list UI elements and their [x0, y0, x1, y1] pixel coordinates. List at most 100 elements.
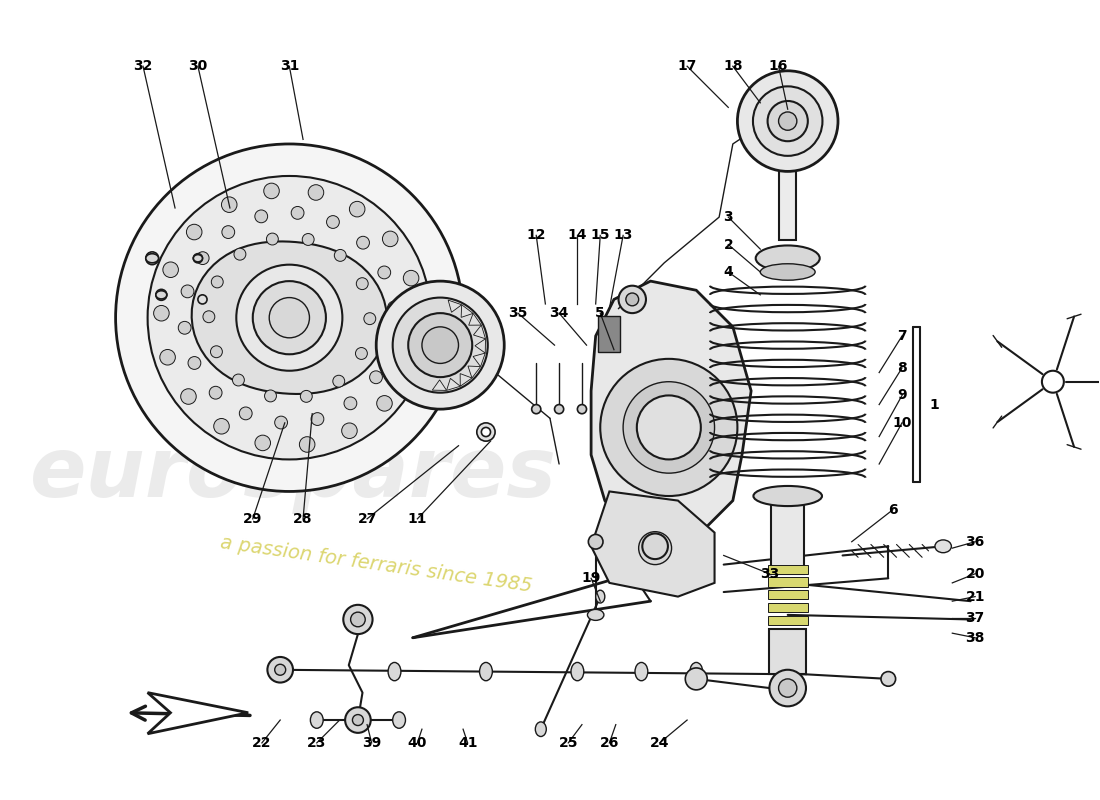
- Text: 23: 23: [307, 736, 327, 750]
- Ellipse shape: [690, 662, 703, 681]
- Text: 26: 26: [600, 736, 619, 750]
- Circle shape: [345, 707, 371, 733]
- Text: 30: 30: [188, 59, 208, 74]
- Polygon shape: [771, 503, 804, 574]
- Polygon shape: [191, 242, 387, 394]
- Circle shape: [578, 405, 586, 414]
- Circle shape: [623, 382, 715, 473]
- Circle shape: [236, 265, 342, 370]
- Text: 17: 17: [678, 59, 696, 74]
- Circle shape: [265, 390, 276, 402]
- Polygon shape: [461, 305, 473, 318]
- Polygon shape: [468, 366, 481, 378]
- Polygon shape: [598, 316, 620, 353]
- Circle shape: [779, 679, 796, 697]
- Ellipse shape: [480, 662, 493, 681]
- Circle shape: [154, 306, 169, 321]
- Circle shape: [737, 71, 838, 171]
- Text: 15: 15: [591, 229, 611, 242]
- Ellipse shape: [587, 610, 604, 620]
- Circle shape: [160, 350, 175, 365]
- Circle shape: [194, 254, 202, 263]
- Circle shape: [352, 714, 363, 726]
- Text: 7: 7: [898, 329, 906, 343]
- Ellipse shape: [571, 662, 584, 681]
- Circle shape: [618, 286, 646, 313]
- Text: 33: 33: [760, 566, 779, 581]
- Polygon shape: [768, 616, 807, 625]
- Circle shape: [1042, 370, 1064, 393]
- Text: 20: 20: [966, 566, 984, 581]
- Circle shape: [186, 224, 202, 240]
- Circle shape: [642, 534, 668, 559]
- Ellipse shape: [156, 290, 167, 299]
- Ellipse shape: [596, 590, 605, 603]
- Polygon shape: [469, 314, 482, 326]
- Polygon shape: [460, 374, 472, 386]
- Circle shape: [302, 234, 315, 246]
- Polygon shape: [473, 325, 485, 338]
- Polygon shape: [768, 603, 807, 612]
- Circle shape: [202, 310, 215, 322]
- Circle shape: [311, 413, 323, 426]
- Circle shape: [376, 395, 393, 411]
- Polygon shape: [591, 491, 715, 597]
- Text: 8: 8: [898, 361, 906, 375]
- Circle shape: [404, 270, 419, 286]
- Text: 29: 29: [243, 512, 263, 526]
- Text: a passion for ferraris since 1985: a passion for ferraris since 1985: [219, 534, 534, 596]
- Circle shape: [476, 423, 495, 441]
- Circle shape: [253, 281, 326, 354]
- Circle shape: [292, 206, 304, 219]
- Text: 2: 2: [724, 238, 733, 251]
- Circle shape: [796, 78, 806, 86]
- Text: 5: 5: [595, 306, 605, 320]
- Text: 1: 1: [930, 398, 939, 411]
- Circle shape: [156, 290, 167, 300]
- Circle shape: [482, 427, 491, 437]
- Circle shape: [364, 313, 376, 325]
- Circle shape: [299, 437, 315, 452]
- Text: 4: 4: [724, 265, 733, 279]
- Polygon shape: [780, 167, 796, 240]
- Polygon shape: [473, 353, 485, 366]
- Circle shape: [422, 327, 459, 363]
- Circle shape: [768, 101, 807, 142]
- Circle shape: [881, 671, 895, 686]
- Polygon shape: [448, 300, 462, 312]
- Circle shape: [116, 144, 463, 491]
- Circle shape: [408, 313, 472, 377]
- Circle shape: [209, 386, 222, 399]
- Circle shape: [355, 347, 367, 359]
- Polygon shape: [768, 578, 807, 586]
- Polygon shape: [768, 590, 807, 599]
- Circle shape: [383, 231, 398, 246]
- Circle shape: [531, 405, 541, 414]
- Text: 3: 3: [724, 210, 733, 224]
- Text: 12: 12: [527, 229, 546, 242]
- Text: 38: 38: [966, 630, 984, 645]
- Ellipse shape: [310, 712, 323, 728]
- Circle shape: [350, 202, 365, 217]
- Ellipse shape: [935, 540, 952, 553]
- Circle shape: [222, 226, 234, 238]
- Text: 27: 27: [358, 512, 377, 526]
- Circle shape: [275, 664, 286, 675]
- Polygon shape: [432, 380, 447, 390]
- Text: 16: 16: [769, 59, 789, 74]
- Polygon shape: [447, 378, 460, 390]
- Text: 9: 9: [898, 389, 906, 402]
- Circle shape: [626, 293, 639, 306]
- Text: 39: 39: [362, 736, 382, 750]
- Circle shape: [356, 236, 370, 249]
- Circle shape: [351, 612, 365, 626]
- Circle shape: [588, 534, 603, 549]
- Circle shape: [333, 375, 344, 387]
- Circle shape: [685, 668, 707, 690]
- Ellipse shape: [635, 662, 648, 681]
- Text: 36: 36: [966, 534, 984, 549]
- Text: 40: 40: [408, 736, 427, 750]
- Polygon shape: [769, 629, 806, 674]
- Circle shape: [163, 262, 178, 278]
- Circle shape: [409, 314, 425, 330]
